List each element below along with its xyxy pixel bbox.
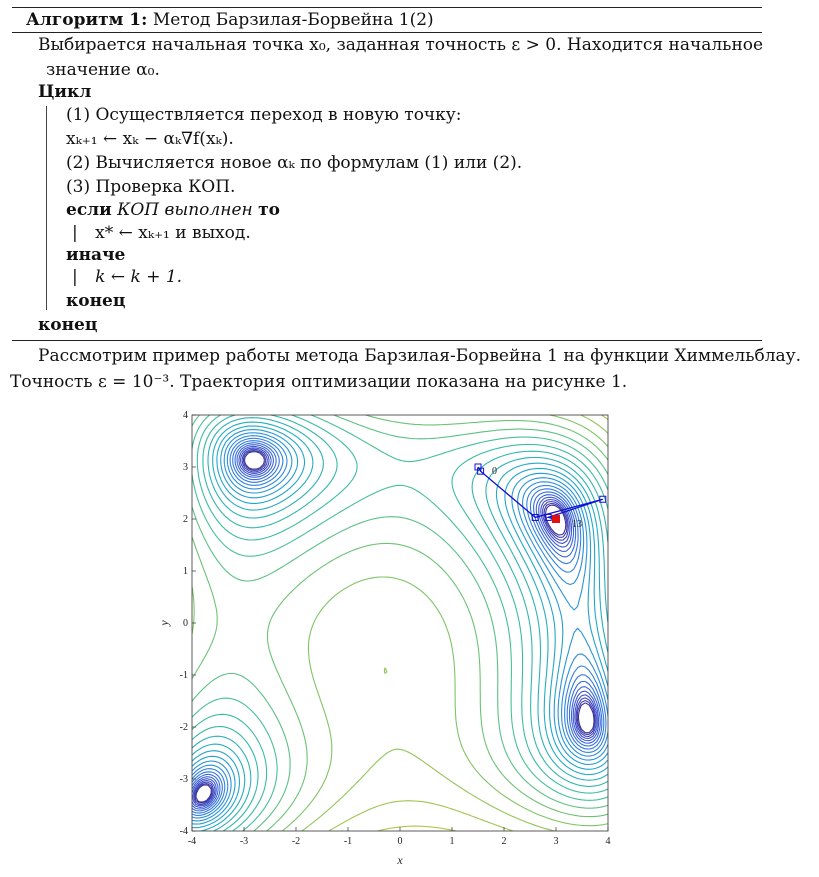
algorithm-caption-rule bbox=[12, 32, 762, 33]
trajectory-end-label: 13 bbox=[572, 519, 582, 530]
if-condition: КОП выполнен bbox=[117, 200, 253, 220]
x-tick-label: -4 bbox=[188, 836, 196, 847]
algorithm-top-rule bbox=[12, 7, 762, 8]
loop-keyword: Цикл bbox=[38, 82, 92, 102]
x-tick-label: 4 bbox=[606, 836, 611, 847]
algorithm-caption: Алгоритм 1: Метод Барзилая-Борвейна 1(2) bbox=[26, 9, 434, 31]
contour-level-7 bbox=[192, 440, 605, 814]
contour-level-21 bbox=[301, 415, 608, 831]
contour-level-2 bbox=[193, 448, 597, 806]
contour-level-15 bbox=[192, 415, 608, 831]
contour-figure: -4 -3 -2 -1 0 1 2 3 4 -4 -3 -2 -1 0 1 2 3 4 x y 0 13 bbox=[150, 405, 630, 873]
y-tick-label: -4 bbox=[180, 826, 188, 837]
contour-level-12 bbox=[192, 425, 608, 829]
y-tick-label: -2 bbox=[180, 722, 188, 733]
algorithm-caption-title: Метод Барзилая-Борвейна 1(2) bbox=[152, 10, 434, 30]
contour-level-5 bbox=[192, 444, 601, 810]
step-2: (2) Вычисляется новое αₖ по формулам (1)… bbox=[66, 153, 523, 173]
y-axis-label: y bbox=[157, 620, 171, 627]
then-stmt: x* ← xₖ₊₁ и выход. bbox=[95, 223, 251, 243]
end-outer-keyword: конец bbox=[38, 315, 98, 335]
contour-level-23 bbox=[377, 825, 457, 831]
algorithm-caption-label: Алгоритм 1: bbox=[26, 10, 148, 30]
then-statement: | x* ← xₖ₊₁ и выход. bbox=[72, 222, 251, 244]
end-inner-keyword: конец bbox=[66, 291, 126, 311]
step-3: (3) Проверка КОП. bbox=[66, 177, 236, 197]
x-axis-label: x bbox=[396, 853, 403, 867]
trajectory-start-label: 0 bbox=[492, 466, 497, 477]
body-paragraph: Рассмотрим пример работы метода Барзилая… bbox=[10, 343, 802, 395]
trajectory-final-point bbox=[552, 515, 560, 523]
x-tick-label: 0 bbox=[398, 836, 403, 847]
step-1-formula: xₖ₊₁ ← xₖ − αₖ∇f(xₖ). bbox=[66, 129, 234, 149]
else-stmt: k ← k + 1. bbox=[95, 267, 183, 287]
loop-body-bar bbox=[46, 106, 47, 310]
y-tick-label: 1 bbox=[183, 566, 188, 577]
x-tick-label: 2 bbox=[502, 836, 507, 847]
x-tick-label: -2 bbox=[292, 836, 300, 847]
contour-plot: -4 -3 -2 -1 0 1 2 3 4 -4 -3 -2 -1 0 1 2 3 4 x y 0 13 bbox=[157, 410, 611, 867]
x-tick-label: 3 bbox=[554, 836, 559, 847]
trajectory-point-4 bbox=[544, 513, 552, 521]
algorithm-init-line2: значение α₀. bbox=[46, 60, 160, 80]
contour-level-3 bbox=[192, 447, 598, 807]
trajectory-point-2 bbox=[531, 513, 539, 521]
else-keyword: иначе bbox=[66, 245, 126, 265]
else-statement: | k ← k + 1. bbox=[72, 266, 182, 288]
contour-level-18 bbox=[192, 415, 608, 831]
y-tick-label: -1 bbox=[180, 670, 188, 681]
x-tick-label: -3 bbox=[240, 836, 248, 847]
contour-level-8 bbox=[192, 437, 607, 816]
contour-level-11 bbox=[192, 429, 608, 825]
then-bullet: | bbox=[72, 223, 78, 243]
y-tick-label: 4 bbox=[183, 410, 188, 421]
step-1: (1) Осуществляется переход в новую точку… bbox=[66, 105, 462, 125]
contour-level-22 bbox=[328, 415, 608, 831]
paragraph-line-1: Рассмотрим пример работы метода Барзилая… bbox=[38, 346, 802, 366]
contour-level-9 bbox=[192, 435, 608, 819]
paragraph-line-2: Точность ε = 10⁻³. Траектория оптимизаци… bbox=[10, 372, 628, 392]
algorithm-bottom-rule bbox=[12, 340, 762, 341]
y-tick-label: 0 bbox=[183, 618, 188, 629]
x-tick-label: 1 bbox=[450, 836, 455, 847]
then-keyword: то bbox=[258, 200, 280, 220]
contour-level-10 bbox=[192, 432, 608, 822]
algorithm-init-line1: Выбирается начальная точка x₀, заданная … bbox=[38, 35, 764, 55]
y-tick-label: 2 bbox=[183, 514, 188, 525]
contour-level-17 bbox=[192, 415, 608, 831]
contour-level-13 bbox=[192, 421, 608, 831]
contour-level-4 bbox=[192, 445, 600, 808]
x-tick-label: -1 bbox=[344, 836, 352, 847]
trajectory-point-3 bbox=[599, 495, 607, 503]
if-keyword: если bbox=[66, 200, 112, 220]
y-tick-label: -3 bbox=[180, 774, 188, 785]
contour-level-0 bbox=[195, 451, 595, 803]
contour-level-19 bbox=[192, 415, 608, 831]
y-tick-label: 3 bbox=[183, 462, 188, 473]
else-bullet: | bbox=[72, 267, 78, 287]
if-line: если КОП выполнен то bbox=[66, 199, 280, 221]
trajectory-point-1 bbox=[477, 467, 485, 475]
